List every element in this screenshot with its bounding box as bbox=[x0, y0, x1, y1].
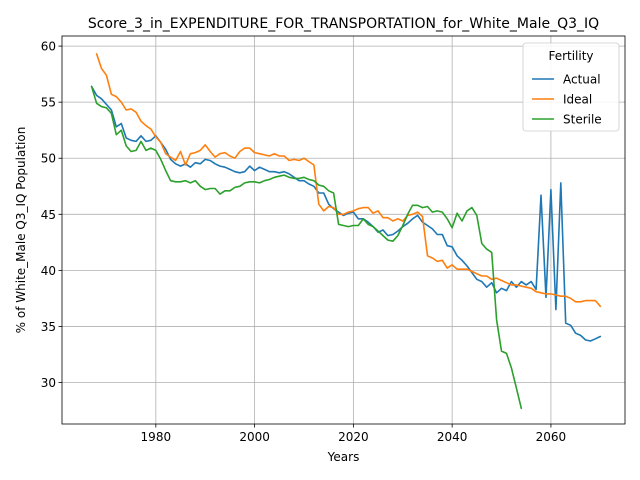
x-axis-label: Years bbox=[327, 450, 360, 464]
series-line-sterile bbox=[90, 85, 523, 410]
y-tick-label: 50 bbox=[41, 152, 56, 166]
x-tick-label: 2020 bbox=[338, 430, 369, 444]
y-tick-label: 35 bbox=[41, 320, 56, 334]
y-tick-label: 45 bbox=[41, 208, 56, 222]
x-tick-label: 2060 bbox=[536, 430, 567, 444]
x-axis-ticks: 1980 2000 2020 2040 2060 bbox=[141, 424, 567, 444]
legend-label-actual: Actual bbox=[563, 73, 601, 87]
y-tick-label: 30 bbox=[41, 376, 56, 390]
legend-label-sterile: Sterile bbox=[563, 113, 602, 127]
y-tick-label: 55 bbox=[41, 96, 56, 110]
plot-frame bbox=[61, 35, 626, 425]
legend-label-ideal: Ideal bbox=[563, 93, 592, 107]
series-line-ideal bbox=[95, 53, 602, 308]
legend-title: Fertility bbox=[548, 49, 593, 63]
x-tick-label: 1980 bbox=[141, 430, 172, 444]
y-tick-label: 60 bbox=[41, 40, 56, 54]
y-axis-ticks: 30 35 40 45 50 55 60 bbox=[41, 40, 62, 390]
y-axis-label: % of White_Male Q3_IQ Population bbox=[14, 127, 28, 334]
y-tick-label: 40 bbox=[41, 264, 56, 278]
series-lines bbox=[90, 53, 602, 410]
chart-title: Score_3_in_EXPENDITURE_FOR_TRANSPORTATIO… bbox=[88, 16, 599, 32]
legend-box bbox=[522, 42, 620, 132]
x-tick-label: 2000 bbox=[239, 430, 270, 444]
series-line-actual bbox=[90, 85, 602, 342]
legend: Fertility Actual Ideal Sterile bbox=[522, 42, 620, 132]
x-tick-label: 2040 bbox=[437, 430, 468, 444]
